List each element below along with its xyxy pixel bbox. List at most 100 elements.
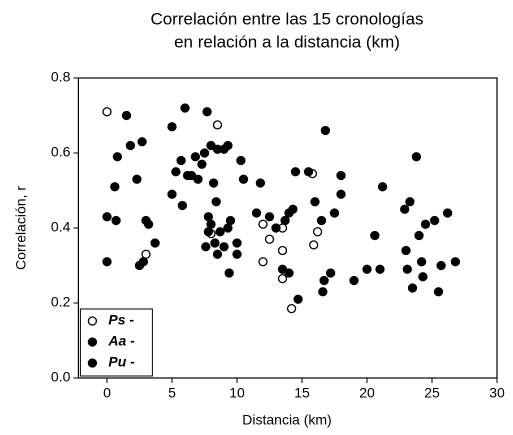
point (203, 212, 214, 222)
y-tick-label: 0.4 (51, 219, 71, 235)
point (176, 155, 186, 166)
x-tick-label: 25 (424, 385, 440, 401)
x-tick-label: 10 (229, 385, 245, 401)
point (362, 264, 372, 274)
point (312, 227, 323, 237)
point (402, 264, 412, 274)
point (284, 268, 294, 278)
point (236, 155, 246, 166)
point (102, 107, 112, 117)
point (286, 303, 297, 314)
point (416, 257, 427, 267)
point (102, 257, 112, 267)
point (293, 294, 303, 304)
point (125, 140, 136, 151)
x-tick-label: 0 (103, 385, 111, 401)
point (264, 212, 275, 222)
point (167, 189, 177, 199)
y-axis-label: Correlación, r (13, 186, 29, 270)
point (277, 273, 288, 284)
point (201, 242, 211, 252)
point (132, 174, 142, 184)
point (303, 167, 314, 177)
point (238, 174, 249, 184)
point (418, 272, 428, 282)
point (215, 227, 225, 237)
point (375, 264, 385, 274)
point (255, 178, 266, 188)
point (319, 275, 329, 286)
point (223, 223, 233, 233)
point (150, 238, 160, 248)
legend-marker (87, 316, 98, 326)
point (414, 230, 424, 241)
point (208, 178, 219, 188)
point (224, 268, 234, 278)
point (180, 103, 190, 113)
point (336, 189, 346, 199)
point (211, 197, 221, 207)
point (436, 260, 446, 271)
legend-label: Ps - (108, 312, 134, 328)
point (232, 249, 242, 259)
x-tick-label: 5 (168, 385, 176, 401)
point (110, 182, 120, 192)
point (370, 230, 380, 241)
point (167, 122, 177, 132)
point (225, 215, 236, 226)
point (202, 107, 212, 117)
point (310, 197, 320, 207)
y-tick-label: 0.2 (51, 294, 71, 310)
point (290, 167, 301, 177)
point (405, 197, 415, 207)
point (429, 215, 440, 226)
point (138, 257, 149, 267)
point (316, 215, 327, 226)
point (277, 245, 288, 256)
point (450, 257, 461, 267)
y-tick-label: 0.0 (51, 369, 71, 385)
point (112, 152, 123, 162)
legend-label: Pu - (108, 354, 135, 370)
point (197, 159, 207, 169)
point (318, 287, 328, 297)
x-tick-label: 20 (359, 385, 375, 401)
point (121, 110, 132, 121)
point (400, 204, 410, 214)
point (210, 238, 220, 248)
point (258, 219, 268, 229)
point (102, 212, 112, 222)
point (433, 287, 444, 297)
point (232, 238, 242, 248)
legend-label: Aa - (107, 333, 135, 349)
y-tick-label: 0.6 (51, 144, 71, 160)
point (212, 249, 223, 259)
point (190, 152, 201, 162)
point (193, 174, 203, 184)
point (251, 208, 262, 218)
point (271, 223, 281, 233)
point (336, 170, 346, 181)
point (309, 240, 319, 250)
point (212, 120, 223, 130)
point (223, 140, 233, 151)
point (349, 275, 359, 286)
point (407, 283, 418, 293)
point (177, 200, 188, 211)
point (401, 245, 411, 256)
point (137, 137, 147, 147)
point (171, 167, 181, 177)
point (320, 125, 331, 136)
point (280, 215, 290, 226)
point (329, 208, 340, 218)
legend-marker (87, 337, 98, 347)
point (199, 148, 210, 158)
point (288, 204, 298, 214)
y-tick-label: 0.8 (51, 69, 71, 85)
point (203, 227, 214, 237)
x-tick-label: 15 (294, 385, 310, 401)
point (141, 249, 151, 259)
point (377, 182, 388, 192)
point (111, 215, 121, 226)
